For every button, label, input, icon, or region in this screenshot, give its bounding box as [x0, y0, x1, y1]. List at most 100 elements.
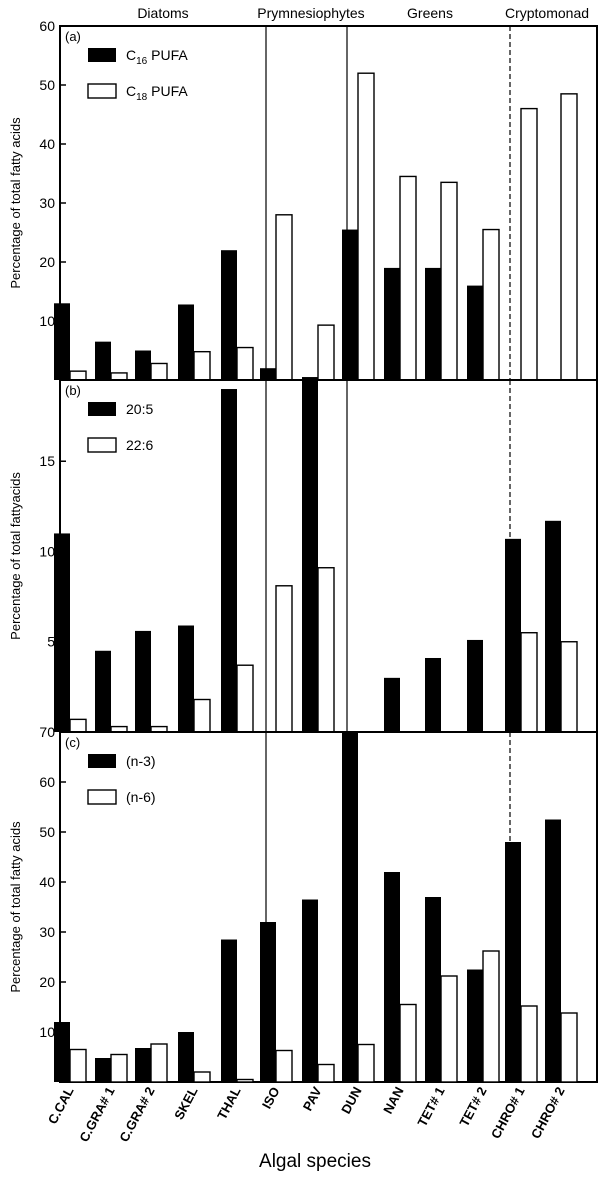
legend-label: 20:5	[126, 401, 153, 417]
bar-light	[236, 664, 254, 733]
legend-label: C18 PUFA	[126, 83, 188, 103]
x-tick-label: TET# 2	[456, 1084, 489, 1129]
legend-swatch	[88, 48, 116, 62]
bar-light	[69, 718, 87, 733]
group-label-prymnesiophytes: Prymnesiophytes	[257, 5, 364, 21]
bar-light	[520, 107, 538, 381]
bar-dark	[221, 939, 237, 1082]
bar-dark	[545, 520, 561, 732]
bar-light	[482, 950, 500, 1083]
bar-light	[482, 228, 500, 381]
bar-dark	[178, 304, 194, 380]
bar-dark	[425, 897, 441, 1082]
panel-1: 10 20 30 40 50 60 Percentage of total fatty ac…	[8, 18, 598, 381]
bar-dark	[302, 380, 318, 732]
bar-dark	[302, 377, 318, 380]
bar-light	[520, 1005, 538, 1083]
x-tick-label: THAL	[214, 1084, 244, 1122]
bar-light	[520, 632, 538, 733]
bar-dark	[95, 650, 111, 732]
bar-light	[560, 641, 578, 733]
y-tick-label: 40	[39, 136, 55, 152]
group-label-diatoms: Diatoms	[137, 5, 188, 21]
bar-dark	[467, 969, 483, 1082]
bar-light	[110, 1053, 128, 1083]
bar-light	[440, 975, 458, 1083]
bar-light	[236, 346, 254, 381]
x-tick-label: C.GRA# 2	[116, 1084, 157, 1144]
bar-dark	[221, 389, 237, 732]
y-tick-label: 60	[39, 774, 55, 790]
bar-dark	[221, 250, 237, 380]
bar-dark	[505, 538, 521, 732]
bar-dark	[54, 533, 70, 732]
x-axis-label: Algal species	[259, 1151, 371, 1172]
bar-dark	[384, 267, 400, 380]
bar-dark	[135, 1048, 151, 1082]
y-tick-label: 20	[39, 974, 55, 990]
panel-3: 10 20 30 40 50 60 70 Percentage of total fatty …	[8, 724, 598, 1083]
bar-light	[440, 181, 458, 381]
x-tick-label: PAV	[300, 1084, 325, 1113]
bar-dark	[545, 819, 561, 1082]
bar-light	[150, 1043, 168, 1083]
bar-dark	[342, 229, 358, 380]
y-tick-label: 60	[39, 18, 55, 34]
y-tick-label: 20	[39, 254, 55, 270]
legend-label: 22:6	[126, 437, 153, 453]
y-tick-label: 30	[39, 195, 55, 211]
legend-swatch	[87, 437, 117, 453]
bar-light	[69, 1048, 87, 1083]
y-axis-label: Percentage of total fattyacids	[8, 472, 23, 640]
bar-dark	[178, 625, 194, 732]
bar-light	[357, 72, 375, 381]
bar-dark	[260, 922, 276, 1082]
y-tick-label: 10	[39, 1024, 55, 1040]
bar-light	[193, 698, 211, 733]
x-tick-label: C.CAL	[45, 1084, 77, 1126]
chart-panels: 10 20 30 40 50 60 Percentage of total fatty ac…	[8, 18, 598, 1083]
y-tick-label: 50	[39, 824, 55, 840]
bar-dark	[54, 303, 70, 380]
x-tick-label: CHRO# 2	[528, 1084, 568, 1141]
group-labels: Diatoms Prymnesiophytes Greens Cryptomon…	[137, 5, 589, 21]
bar-light	[275, 214, 293, 381]
x-tick-label: ISO	[259, 1084, 283, 1111]
y-tick-label: 10	[39, 543, 55, 559]
legend-label: (n-3)	[126, 753, 156, 769]
panel-label: (b)	[65, 383, 81, 398]
bar-light	[69, 370, 87, 381]
x-tick-label: DUN	[338, 1084, 364, 1116]
y-tick-label: 10	[39, 313, 55, 329]
x-tick-label: NAN	[380, 1084, 406, 1116]
bar-light	[399, 1003, 417, 1083]
y-axis-label: Percentage of total fatty acids	[8, 821, 23, 993]
bar-dark	[302, 899, 318, 1082]
group-label-cryptomonad: Cryptomonad	[505, 5, 589, 21]
bar-dark	[54, 1022, 70, 1082]
legend-label: C16 PUFA	[126, 47, 188, 67]
bar-light	[275, 585, 293, 733]
bar-dark	[384, 872, 400, 1082]
bar-dark	[95, 341, 111, 380]
panel-2: 5 10 15 Percentage of total fattyacids (b) 20…	[8, 379, 598, 733]
y-axis-label: Percentage of total fatty acids	[8, 117, 23, 289]
legend-swatch	[87, 83, 117, 99]
x-tick-label: C.GRA# 1	[76, 1084, 117, 1144]
legend-swatch	[88, 754, 116, 768]
bar-light	[275, 1049, 293, 1083]
x-tick-label: TET# 1	[414, 1084, 447, 1129]
bar-dark	[505, 842, 521, 1082]
x-tick-labels: C.CAL C.GRA# 1C.GRA# 2 SKEL THAL ISO PAV DUN NA…	[45, 1084, 568, 1144]
panel-label: (c)	[65, 735, 80, 750]
bar-dark	[260, 368, 276, 380]
bar-dark	[467, 639, 483, 732]
bar-dark	[425, 267, 441, 380]
bar-light	[110, 372, 128, 381]
legend-label: (n-6)	[126, 789, 156, 805]
bar-light	[317, 1063, 335, 1083]
bar-dark	[135, 630, 151, 732]
bar-light	[193, 1071, 211, 1083]
